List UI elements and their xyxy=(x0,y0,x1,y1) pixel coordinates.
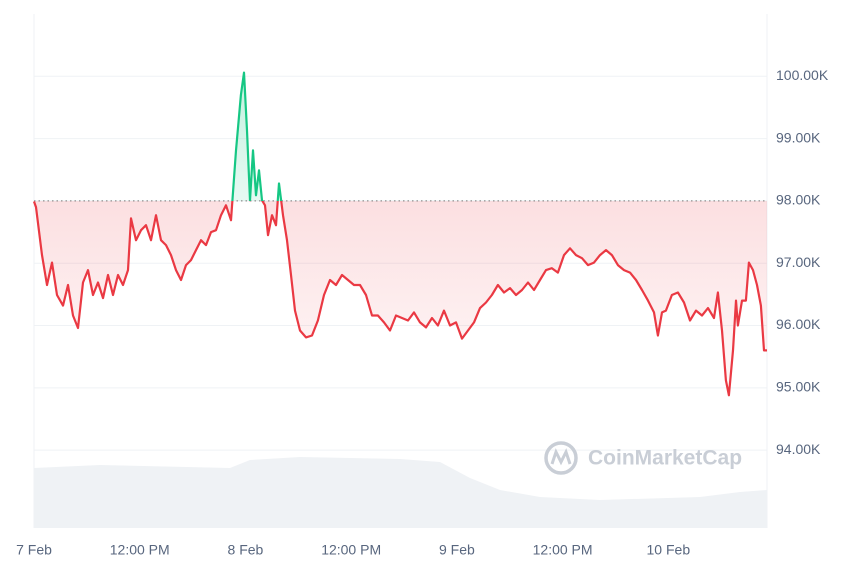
x-tick-label: 7 Feb xyxy=(16,542,52,558)
y-tick-label: 100.00K xyxy=(776,67,829,83)
area-fill xyxy=(34,72,767,396)
x-tick-label: 12:00 PM xyxy=(110,542,170,558)
y-tick-label: 96.00K xyxy=(776,316,821,332)
watermark-text: CoinMarketCap xyxy=(588,447,742,470)
y-tick-label: 95.00K xyxy=(776,379,821,395)
volume-area xyxy=(34,457,767,528)
watermark-logo xyxy=(544,441,578,475)
y-tick-label: 94.00K xyxy=(776,441,821,457)
y-tick-label: 99.00K xyxy=(776,129,821,145)
x-tick-label: 12:00 PM xyxy=(533,542,593,558)
x-tick-label: 10 Feb xyxy=(647,542,691,558)
y-tick-label: 98.00K xyxy=(776,192,821,208)
price-line xyxy=(32,71,767,397)
grid-layer xyxy=(33,14,768,528)
watermark: CoinMarketCap xyxy=(544,441,742,475)
x-tick-label: 9 Feb xyxy=(439,542,475,558)
x-tick-label: 8 Feb xyxy=(228,542,264,558)
y-tick-label: 97.00K xyxy=(776,254,821,270)
watermark-logo-mark xyxy=(550,448,572,466)
x-tick-label: 12:00 PM xyxy=(321,542,381,558)
